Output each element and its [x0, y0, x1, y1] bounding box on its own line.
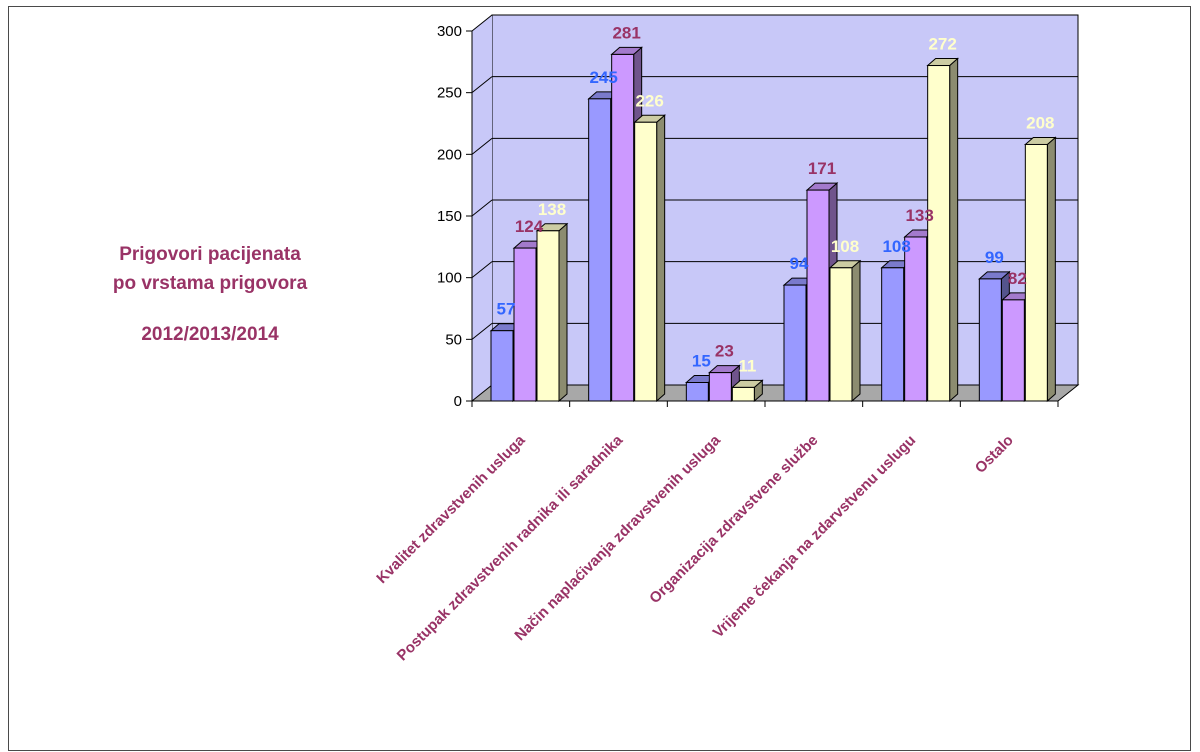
y-tick-label: 200 [437, 146, 462, 163]
category-label: Organizacija zdravstvene službe [646, 432, 821, 607]
bar [1001, 299, 1025, 402]
data-label: 15 [692, 352, 711, 371]
data-label: 138 [538, 200, 566, 219]
bar [588, 98, 612, 402]
y-tick-label: 0 [454, 393, 462, 410]
data-label: 133 [905, 206, 933, 225]
y-tick-label: 300 [437, 23, 462, 40]
bar [634, 121, 658, 402]
data-label: 108 [882, 237, 910, 256]
bar [881, 267, 905, 402]
bar [513, 247, 537, 402]
bar-side [558, 222, 568, 403]
y-tick-label: 250 [437, 85, 462, 102]
data-label: 208 [1026, 113, 1054, 132]
bar [1024, 143, 1048, 402]
bar [904, 236, 928, 402]
data-label: 94 [790, 254, 809, 273]
bar [490, 330, 514, 402]
bar [927, 65, 951, 402]
bar-side [949, 57, 959, 403]
category-label: Način naplaćivanja zdravstvenih usluga [511, 431, 724, 644]
y-tick-label: 150 [437, 208, 462, 225]
bar-side [656, 114, 666, 403]
gridline-depth [471, 137, 493, 155]
data-label: 57 [497, 300, 516, 319]
gridline-depth [471, 199, 493, 217]
data-label: 82 [1008, 269, 1027, 288]
chart-subtitle: 2012/2013/2014 [141, 324, 279, 345]
data-label: 272 [928, 35, 956, 54]
bar [783, 284, 807, 402]
bar [685, 382, 709, 402]
bar [829, 267, 853, 402]
bar [708, 372, 732, 402]
gridline-depth [471, 76, 493, 94]
y-tick-label: 50 [445, 331, 462, 348]
bar [731, 386, 755, 402]
category-label: Postupak zdravstvenih radnika ili saradn… [394, 431, 627, 664]
bar-side [851, 259, 861, 403]
data-label: 99 [985, 248, 1004, 267]
data-label: 108 [831, 237, 859, 256]
gridline-depth [471, 14, 493, 32]
gridline-depth [471, 322, 493, 340]
bar [978, 278, 1002, 402]
data-label: 11 [738, 356, 756, 375]
chart-title-line-1: Prigovori pacijenata [119, 244, 301, 265]
bar [536, 230, 560, 402]
chart-title-block: Prigovori pacijenata po vrstama prigovor… [60, 240, 360, 349]
category-label: Vrijeme čekanja na zdarvstvenu uslugu [710, 432, 920, 642]
gridline-depth [471, 261, 493, 279]
bar [611, 53, 635, 402]
category-label: Ostalo [972, 432, 1017, 477]
bar [806, 189, 830, 402]
data-label: 124 [515, 217, 544, 236]
data-label: 226 [635, 91, 663, 110]
y-tick-label: 100 [437, 270, 462, 287]
chart-title-line-2: po vrstama prigovora [112, 273, 308, 294]
data-label: 171 [808, 159, 836, 178]
data-label: 245 [589, 68, 617, 87]
data-label: 23 [715, 342, 734, 361]
bar-side [1046, 136, 1056, 403]
data-label: 281 [612, 23, 640, 42]
